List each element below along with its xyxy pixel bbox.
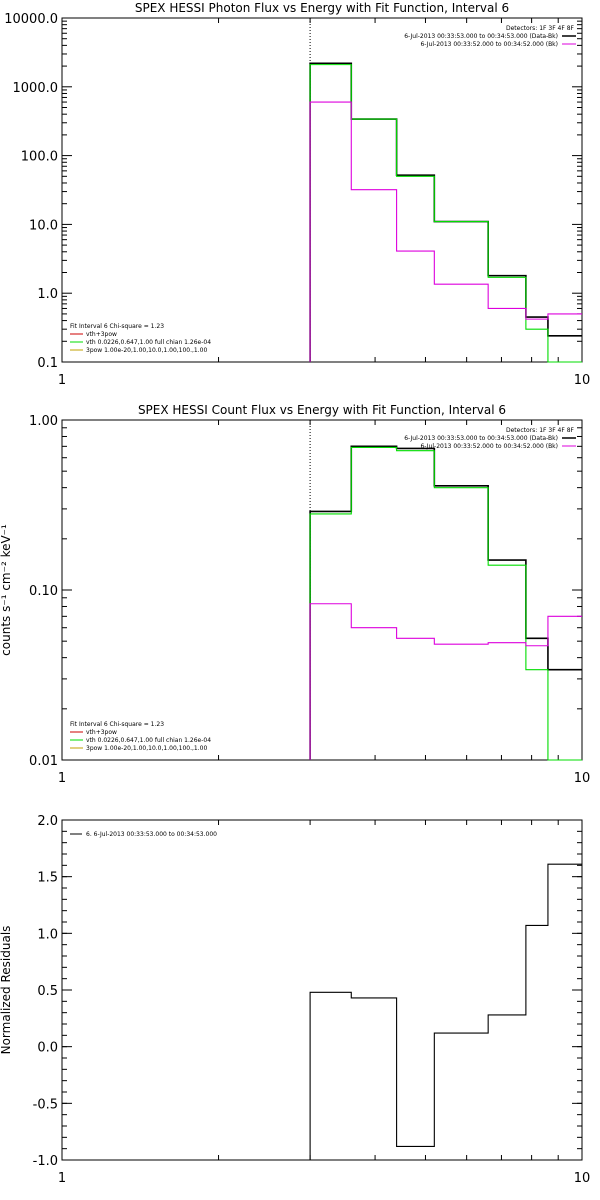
- y-tick-label: 0.0: [37, 1041, 58, 1056]
- chart-title: SPEX HESSI Count Flux vs Energy with Fit…: [138, 403, 506, 417]
- legend-bottom-entry: vth 0.0226,0.647,1.00 full chian 1.26e-0…: [86, 737, 211, 744]
- y-tick-label: 0.10: [29, 584, 58, 599]
- y-tick-label: 10.0: [29, 218, 58, 233]
- x-tick-label: 1: [58, 1171, 66, 1186]
- y-tick-label: 1.0: [37, 927, 58, 942]
- y-tick-label: 100.0: [21, 150, 58, 165]
- chart-panel-3: Normalized Residuals 1 10 -1.0 -0.5 0.0 0.5 1.0…: [0, 814, 590, 1186]
- legend-bottom-entry: 3pow 1.00e-20,1.00,10.0,1.00,100.,1.00: [86, 347, 207, 354]
- x-tick-label: 10: [574, 1171, 591, 1186]
- legend-bottom-entry: 3pow 1.00e-20,1.00,10.0,1.00,100.,1.00: [86, 745, 207, 752]
- legend-top-entry: Detectors: 1F 3F 4F 8F: [506, 25, 575, 32]
- y-axis-label: counts s⁻¹ cm⁻² keV⁻¹: [0, 524, 13, 656]
- series-residual-step-line: [309, 863, 582, 1160]
- series-background-step-line: [309, 101, 582, 362]
- y-tick-label: 1.00: [29, 414, 58, 429]
- legend-top-entry: 6-Jul-2013 00:33:52.000 to 00:34:52.000 …: [420, 41, 558, 48]
- legend-bottom-entry: vth+3pow: [86, 331, 117, 338]
- legend-bottom-entry: vth+3pow: [86, 729, 117, 736]
- legend-top-entry: 6-Jul-2013 00:33:52.000 to 00:34:52.000 …: [420, 443, 558, 450]
- x-tick-label: 10: [574, 373, 591, 388]
- plot-frame: [61, 819, 583, 1161]
- x-tick-label: 1: [58, 373, 66, 388]
- y-tick-label: 1000.0: [13, 81, 59, 96]
- legend-top-entry: Detectors: 1F 3F 4F 8F: [506, 427, 575, 434]
- plot-frame: [61, 419, 583, 761]
- series-model-step-line: [309, 446, 582, 761]
- x-tick-label: 1: [58, 771, 66, 786]
- series-model-step-line: [309, 64, 582, 363]
- y-axis-label: Normalized Residuals: [0, 926, 13, 1055]
- series-background-step-line: [309, 603, 582, 760]
- legend-topleft-entry: 6. 6-Jul-2013 00:33:53.000 to 00:34:53.0…: [86, 831, 217, 838]
- y-tick-label: 0.01: [29, 754, 58, 769]
- x-tick-label: 10: [574, 771, 591, 786]
- y-tick-label: 1.0: [37, 287, 58, 302]
- y-tick-label: 0.1: [37, 356, 58, 371]
- chart-panel-2: SPEX HESSI Count Flux vs Energy with Fit…: [0, 403, 590, 786]
- y-tick-label: 10000.0: [4, 12, 58, 27]
- legend-bottom-entry: Fit Interval 6 Chi-square = 1.23: [70, 721, 164, 728]
- y-tick-label: -0.5: [33, 1097, 58, 1112]
- chart-title: SPEX HESSI Photon Flux vs Energy with Fi…: [135, 1, 509, 15]
- legend-top-entry: 6-Jul-2013 00:33:53.000 to 00:34:53.000 …: [404, 435, 558, 442]
- plot-frame: [61, 17, 583, 363]
- legend-bottom-entry: vth 0.0226,0.647,1.00 full chian 1.26e-0…: [86, 339, 211, 346]
- y-tick-label: 0.5: [37, 984, 58, 999]
- y-tick-label: 1.5: [37, 871, 58, 886]
- legend-bottom-entry: Fit Interval 6 Chi-square = 1.23: [70, 323, 164, 330]
- y-tick-label: -1.0: [33, 1154, 58, 1169]
- y-tick-label: 2.0: [37, 814, 58, 829]
- chart-panel-1: SPEX HESSI Photon Flux vs Energy with Fi…: [4, 1, 590, 388]
- legend-top-entry: 6-Jul-2013 00:33:53.000 to 00:34:53.000 …: [404, 33, 558, 40]
